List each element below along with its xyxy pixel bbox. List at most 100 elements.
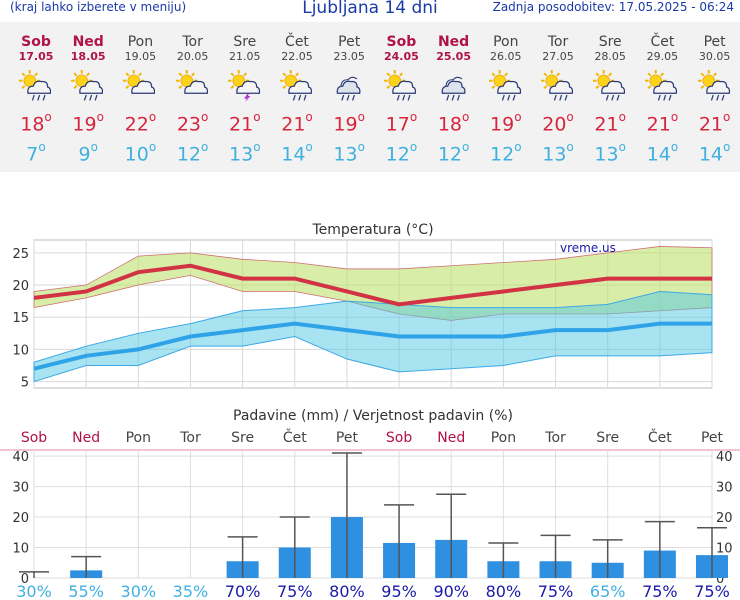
- temp-max-value: 21: [281, 113, 306, 136]
- temp-min: 9o: [62, 140, 114, 166]
- day-name: Čet: [285, 34, 309, 50]
- temp-max: 21o: [689, 110, 740, 136]
- day-date: 26.05: [490, 50, 522, 63]
- temp-max: 19o: [480, 110, 532, 135]
- rain-drop: [512, 94, 516, 101]
- sun-cloud-rain-icon: [384, 70, 417, 101]
- rain-drop: [553, 94, 557, 101]
- temp-min: 10o: [114, 140, 166, 165]
- rain-drop: [352, 94, 356, 101]
- degree-sign: o: [305, 110, 313, 124]
- temp-min-value: 14: [698, 143, 724, 166]
- rain-drop: [298, 94, 302, 101]
- degree-sign: o: [148, 110, 157, 124]
- cloud-shape: [336, 76, 361, 94]
- precip-probability: 75%: [538, 582, 574, 600]
- day-name: Sre: [598, 34, 622, 50]
- y-tick-label: 5: [21, 376, 29, 391]
- temp-min-value: 9: [78, 143, 91, 166]
- y-tick-label: 30: [716, 481, 733, 496]
- lightning-shape: [243, 93, 251, 103]
- rain-drop: [84, 94, 87, 101]
- temp-max: 23o: [167, 110, 219, 135]
- rain-drop: [94, 94, 98, 101]
- rain-drop: [397, 94, 401, 101]
- day-date: 19.05: [124, 50, 157, 63]
- degree-sign: o: [96, 110, 104, 124]
- temp-max: 17o: [375, 110, 427, 136]
- temp-min-value: 12: [385, 143, 410, 166]
- sun-cloud-rain-icon: [488, 70, 521, 101]
- day-name: Tor: [547, 34, 569, 50]
- sun-cloud-rain-icon: [593, 70, 626, 101]
- temp-min-value: 12: [437, 143, 463, 166]
- temp-min: 13o: [532, 140, 584, 165]
- degree-sign: o: [357, 110, 365, 124]
- cloud-shape: [441, 76, 466, 94]
- rain-drop: [506, 94, 510, 101]
- temp-max-value: 18: [20, 113, 45, 136]
- x-category-label: Ned: [72, 430, 100, 446]
- precip-probability: 75%: [694, 582, 730, 600]
- precip-probability: 55%: [68, 582, 104, 600]
- temp-min: 7o: [10, 140, 62, 166]
- cloud-shape: [549, 80, 574, 94]
- y-tick-label: 30: [12, 481, 29, 496]
- y-tick-label: 20: [12, 511, 29, 526]
- degree-sign: o: [514, 110, 522, 124]
- sun-cloud-thunder-icon: [227, 70, 260, 103]
- temp-min: 12o: [480, 140, 532, 165]
- precipitation-chart-title: Padavine (mm) / Verjetnost padavin (%): [233, 408, 513, 424]
- day-date: 24.05: [383, 50, 419, 63]
- y-tick-label: 40: [716, 450, 733, 465]
- degree-sign: o: [148, 140, 157, 154]
- degree-sign: o: [723, 140, 731, 154]
- degree-sign: o: [409, 110, 418, 124]
- day-date: 30.05: [698, 50, 731, 63]
- precip-probability: 35%: [173, 582, 209, 600]
- temp-max-value: 19: [333, 113, 358, 136]
- tmin-line: [33, 321, 712, 371]
- day-name: Ned: [437, 34, 470, 50]
- cloud-shape: [236, 80, 260, 94]
- temp-max-value: 21: [698, 113, 724, 136]
- temperature-chart: 5 10 15 20 25 Temperatura (°C) vreme.us: [12, 222, 713, 391]
- sun-cloud-rain-icon: [19, 70, 52, 101]
- rain-drop: [611, 94, 615, 101]
- temp-min: 12o: [375, 140, 427, 166]
- sun-cloud-rain-icon: [71, 70, 104, 101]
- x-category-label: Tor: [179, 430, 201, 446]
- day-date: 25.05: [436, 50, 471, 63]
- temp-max-value: 21: [229, 113, 254, 136]
- sun-cloud-rain-icon: [697, 70, 730, 101]
- day-name: Pon: [127, 34, 154, 50]
- precipitation-chart: Padavine (mm) / Verjetnost padavin (%) So…: [0, 408, 740, 600]
- temp-max-value: 21: [594, 113, 619, 136]
- error-bar: [488, 542, 519, 578]
- precip-probability: 80%: [486, 582, 522, 600]
- daily-forecast-strip: Sob 17.05 18o 7o Ned 18.05 19o 9o Pon 19.05 22o 10o…: [0, 22, 740, 172]
- error-bar: [279, 516, 310, 578]
- temp-max-value: 17: [385, 113, 410, 136]
- rain-drop: [616, 94, 620, 101]
- degree-sign: o: [201, 140, 209, 154]
- day-name: Pet: [703, 34, 726, 50]
- degree-sign: o: [462, 140, 470, 154]
- watermark: vreme.us: [560, 241, 616, 255]
- temp-min-value: 14: [281, 143, 306, 166]
- y-tick-label: 25: [12, 247, 29, 262]
- temp-min-value: 7: [26, 143, 39, 166]
- cloud-rain-icon: [336, 76, 361, 101]
- x-category-label: Pet: [336, 430, 359, 446]
- rain-drop: [451, 94, 455, 101]
- temp-max: 19o: [62, 110, 114, 135]
- temp-min-value: 12: [176, 143, 202, 166]
- temp-min-value: 14: [646, 143, 671, 166]
- rain-drop: [346, 94, 350, 101]
- degree-sign: o: [409, 140, 418, 154]
- degree-sign: o: [514, 140, 522, 154]
- location-menu-hint[interactable]: (kraj lahko izberete v meniju): [10, 0, 187, 14]
- temp-max: 21o: [584, 110, 636, 136]
- rain-drop: [31, 94, 35, 101]
- temp-max: 21o: [219, 110, 271, 136]
